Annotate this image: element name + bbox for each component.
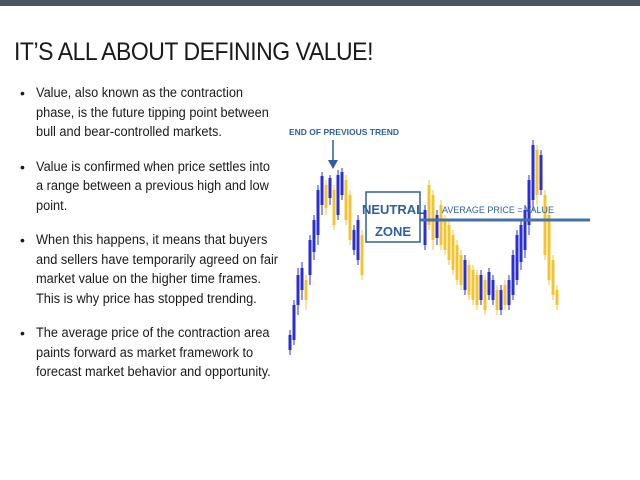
neutral-zone-label: ZONE bbox=[375, 224, 411, 239]
candle-body bbox=[523, 210, 527, 250]
candle-body bbox=[527, 180, 531, 225]
candle-body bbox=[487, 272, 491, 295]
candle-body bbox=[344, 180, 348, 220]
candle-body bbox=[543, 195, 547, 255]
candle-body bbox=[475, 275, 479, 305]
bullet-icon: • bbox=[20, 158, 25, 175]
candle-body bbox=[352, 230, 356, 250]
candle-body bbox=[304, 280, 308, 300]
candle-body bbox=[459, 255, 463, 285]
candle-body bbox=[427, 185, 431, 225]
candle-body bbox=[531, 145, 535, 200]
bullet-item: • The average price of the contraction ar… bbox=[20, 325, 271, 380]
bullet-item: • When this happens, it means that buyers… bbox=[20, 232, 279, 307]
candle-body bbox=[451, 235, 455, 270]
bullet-icon: • bbox=[20, 232, 25, 248]
candle-body bbox=[495, 290, 499, 310]
candle-body bbox=[340, 172, 344, 195]
candle-body bbox=[551, 260, 555, 295]
candle-body bbox=[471, 270, 475, 300]
candle-body bbox=[324, 185, 328, 208]
candle-body bbox=[328, 178, 332, 198]
neutral-zone-box bbox=[365, 191, 421, 243]
candle-body bbox=[439, 205, 443, 245]
bullet-item: • Value, also known as the contraction ph… bbox=[20, 85, 269, 140]
candle-body bbox=[491, 280, 495, 300]
candle-body bbox=[423, 210, 427, 245]
candle-body bbox=[447, 225, 451, 260]
average-price-label: AVERAGE PRICE = VALUE bbox=[442, 205, 554, 215]
bullet-icon: • bbox=[20, 325, 25, 341]
candles-group bbox=[288, 140, 559, 355]
candle-body bbox=[348, 195, 352, 240]
candle-body bbox=[316, 190, 320, 235]
trend-arrow-head-icon bbox=[328, 160, 338, 169]
candle-body bbox=[539, 155, 543, 190]
candle-body bbox=[312, 220, 316, 252]
candle-body bbox=[519, 225, 523, 262]
candle-body bbox=[515, 235, 519, 280]
candle-body bbox=[320, 176, 324, 205]
candle-body bbox=[292, 305, 296, 340]
candle-body bbox=[467, 265, 471, 295]
candle-body bbox=[507, 280, 511, 305]
candle-body bbox=[296, 275, 300, 305]
candle-body bbox=[288, 335, 292, 350]
candle-body bbox=[435, 215, 439, 238]
trend-annotation-label: END OF PREVIOUS TREND bbox=[289, 127, 399, 137]
candle-body bbox=[455, 245, 459, 280]
candle-body bbox=[479, 275, 483, 300]
candle-body bbox=[332, 190, 336, 225]
bullet-item: • Value is confirmed when price settles i… bbox=[20, 158, 270, 214]
candle-body bbox=[503, 285, 507, 305]
candle-body bbox=[483, 280, 487, 310]
candle-body bbox=[360, 235, 364, 275]
bullet-icon: • bbox=[20, 85, 25, 101]
candle-body bbox=[356, 220, 360, 260]
slide-title: IT’S ALL ABOUT DEFINING VALUE! bbox=[14, 38, 374, 66]
candle-body bbox=[443, 220, 447, 250]
bullet-list: • Value, also known as the contraction ph… bbox=[14, 84, 279, 398]
neutral-zone-label: NEUTRAL bbox=[362, 202, 424, 217]
candle-body bbox=[431, 195, 435, 240]
top-bar bbox=[0, 0, 640, 6]
candle-body bbox=[463, 260, 467, 290]
candle-body bbox=[547, 215, 551, 280]
candle-body bbox=[499, 290, 503, 310]
candle-body bbox=[511, 255, 515, 295]
candle-body bbox=[300, 268, 304, 290]
candle-body bbox=[308, 240, 312, 275]
candle-body bbox=[555, 290, 559, 305]
candle-body bbox=[535, 150, 539, 195]
candle-body bbox=[336, 175, 340, 215]
